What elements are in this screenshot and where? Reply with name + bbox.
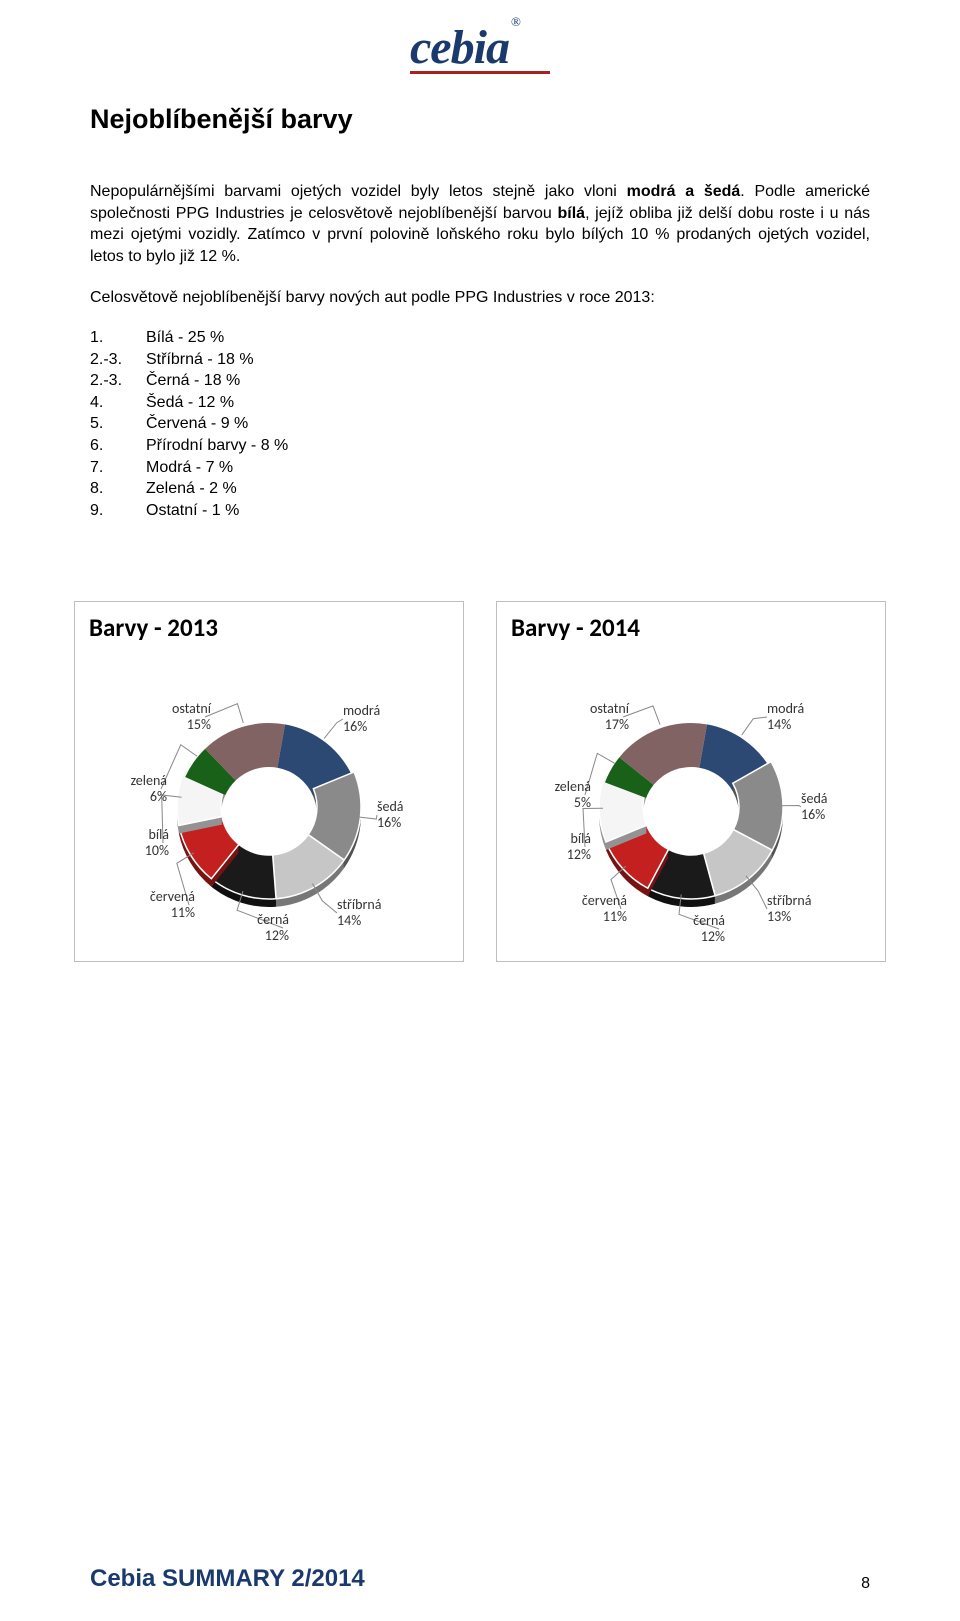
list-item-value: Zelená - 2 % <box>146 478 870 500</box>
list-item: 8.Zelená - 2 % <box>90 478 870 500</box>
list-item: 4.Šedá - 12 % <box>90 392 870 414</box>
list-item-num: 9. <box>90 500 146 522</box>
list-item-value: Bílá - 25 % <box>146 327 870 349</box>
list-item-value: Černá - 18 % <box>146 370 870 392</box>
list-item-value: Přírodní barvy - 8 % <box>146 435 870 457</box>
list-item-num: 7. <box>90 457 146 479</box>
list-item-num: 4. <box>90 392 146 414</box>
chart-panel-2014: Barvy - 2014 modrá14%šedá16%stříbrná13%č… <box>496 601 886 962</box>
list-item-value: Stříbrná - 18 % <box>146 349 870 371</box>
page-footer: Cebia SUMMARY 2/2014 8 <box>90 1565 870 1593</box>
list-item-num: 5. <box>90 413 146 435</box>
page-content: Nejoblíbenější barvy Nepopulárnějšími ba… <box>0 104 960 962</box>
logo-reg-mark: ® <box>511 14 520 29</box>
p1-a: Nepopulárnějšími barvami ojetých vozidel… <box>90 183 627 200</box>
list-item-num: 8. <box>90 478 146 500</box>
list-item: 2.-3.Černá - 18 % <box>90 370 870 392</box>
donut-chart-2013: modrá16%šedá16%stříbrná14%černá12%červen… <box>89 657 449 937</box>
list-item-value: Ostatní - 1 % <box>146 500 870 522</box>
page-number: 8 <box>861 1575 870 1593</box>
list-item-num: 1. <box>90 327 146 349</box>
donut-chart-2014: modrá14%šedá16%stříbrná13%černá12%červen… <box>511 657 871 937</box>
chart-panel-2013: Barvy - 2013 modrá16%šedá16%stříbrná14%č… <box>74 601 464 962</box>
p1-d: bílá <box>558 205 586 222</box>
list-item-value: Modrá - 7 % <box>146 457 870 479</box>
logo-text: cebia® <box>410 21 518 74</box>
footer-title: Cebia SUMMARY 2/2014 <box>90 1565 365 1593</box>
list-item: 7.Modrá - 7 % <box>90 457 870 479</box>
list-item: 9.Ostatní - 1 % <box>90 500 870 522</box>
color-rank-list: 1.Bílá - 25 %2.-3.Stříbrná - 18 %2.-3.Če… <box>90 327 870 521</box>
list-intro: Celosvětově nejoblíbenější barvy nových … <box>90 287 870 309</box>
page-title: Nejoblíbenější barvy <box>90 104 870 135</box>
logo-brand: cebia <box>410 21 509 74</box>
list-item-num: 2.-3. <box>90 370 146 392</box>
paragraph-1: Nepopulárnějšími barvami ojetých vozidel… <box>90 181 870 267</box>
header-logo: cebia® <box>0 0 960 104</box>
list-item: 6.Přírodní barvy - 8 % <box>90 435 870 457</box>
list-item-num: 2.-3. <box>90 349 146 371</box>
list-item-num: 6. <box>90 435 146 457</box>
list-item-value: Šedá - 12 % <box>146 392 870 414</box>
list-item: 2.-3.Stříbrná - 18 % <box>90 349 870 371</box>
charts-row: Barvy - 2013 modrá16%šedá16%stříbrná14%č… <box>90 601 870 962</box>
p1-b: modrá a šedá <box>627 183 741 200</box>
list-item-value: Červená - 9 % <box>146 413 870 435</box>
chart-title-2013: Barvy - 2013 <box>89 612 449 643</box>
list-item: 1.Bílá - 25 % <box>90 327 870 349</box>
chart-title-2014: Barvy - 2014 <box>511 612 871 643</box>
list-item: 5.Červená - 9 % <box>90 413 870 435</box>
